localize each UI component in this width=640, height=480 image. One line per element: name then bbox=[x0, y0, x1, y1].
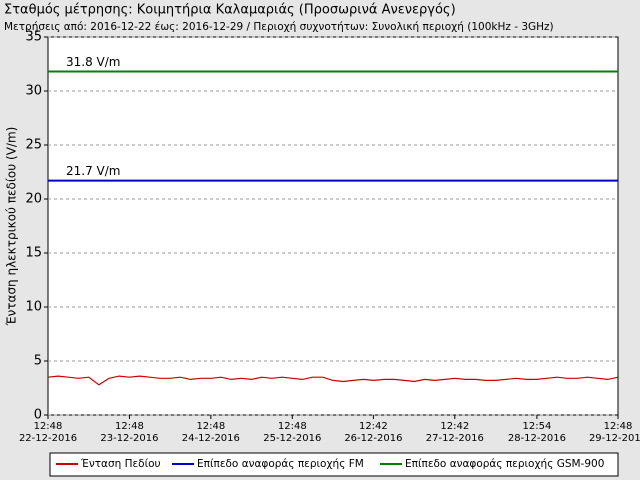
y-tick-label: 0 bbox=[34, 408, 42, 423]
y-tick-label: 10 bbox=[25, 300, 42, 315]
x-tick-label: 12:48 23-12-2016 bbox=[100, 421, 158, 444]
x-tick-label: 12:42 27-12-2016 bbox=[426, 421, 484, 444]
y-tick-label: 5 bbox=[34, 354, 42, 369]
x-tick-label: 12:48 24-12-2016 bbox=[182, 421, 240, 444]
y-tick-label: 20 bbox=[25, 192, 42, 207]
data-line bbox=[47, 375, 619, 386]
x-tick-label: 12:42 26-12-2016 bbox=[344, 421, 402, 444]
y-tick-label: 25 bbox=[25, 138, 42, 153]
chart-title: Σταθμός μέτρησης: Κοιμητήρια Καλαμαριάς … bbox=[4, 3, 456, 18]
y-tick-label: 35 bbox=[25, 30, 42, 45]
reference-label: 21.7 V/m bbox=[66, 164, 120, 178]
reference-label: 31.8 V/m bbox=[66, 55, 120, 69]
y-tick-label: 30 bbox=[25, 84, 42, 99]
plot-area bbox=[47, 36, 619, 416]
legend bbox=[49, 452, 619, 477]
x-tick-label: 12:48 22-12-2016 bbox=[19, 421, 77, 444]
chart-subtitle: Μετρήσεις από: 2016-12-22 έως: 2016-12-2… bbox=[4, 21, 554, 33]
legend-label: Επίπεδο αναφοράς περιοχής FM bbox=[197, 458, 364, 470]
legend-label: Ένταση Πεδίου bbox=[80, 458, 161, 470]
y-axis-label: Ένταση ηλεκτρικού πεδίου (V/m) bbox=[5, 127, 19, 327]
x-tick-label: 12:48 25-12-2016 bbox=[263, 421, 321, 444]
legend-label: Επίπεδο αναφοράς περιοχής GSM-900 bbox=[405, 458, 604, 470]
y-tick-label: 15 bbox=[25, 246, 42, 261]
x-tick-label: 12:54 28-12-2016 bbox=[508, 421, 566, 444]
